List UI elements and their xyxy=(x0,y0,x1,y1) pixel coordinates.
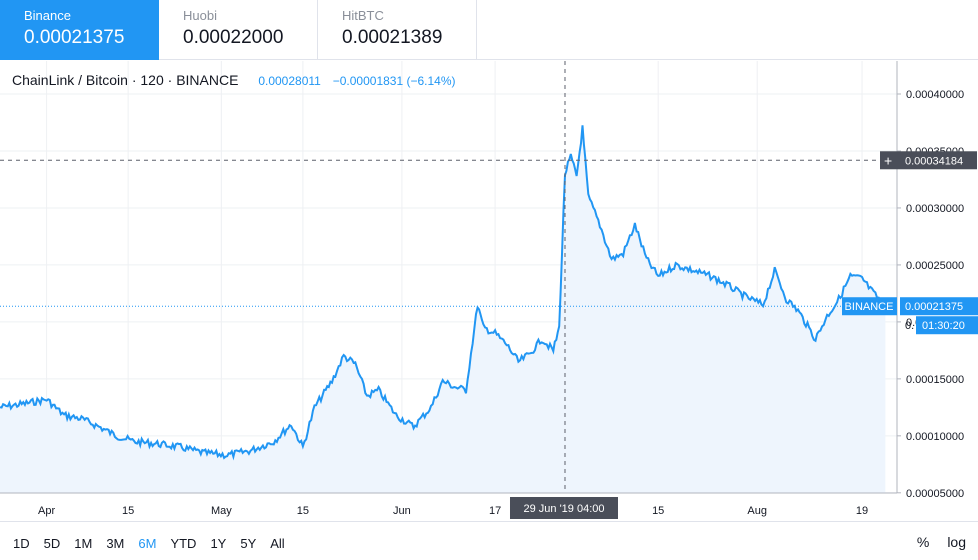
symbol-title: ChainLink / Bitcoin · 120 · BINANCE xyxy=(12,72,239,88)
exchange-name: Huobi xyxy=(183,8,217,23)
exchange-label-box xyxy=(842,297,897,316)
exchange-price: 0.00021389 xyxy=(342,27,443,48)
plus-icon[interactable]: + xyxy=(884,152,892,168)
crosshair-price-label: 0.00034184 xyxy=(905,155,963,167)
percent-toggle[interactable]: % xyxy=(916,534,930,550)
range-1d[interactable]: 1D xyxy=(13,536,30,551)
price-line xyxy=(0,125,886,461)
exchange-label: BINANCE xyxy=(845,301,894,313)
log-toggle[interactable]: log xyxy=(947,534,966,550)
price-chart[interactable]: 0.000400000.000350000.000300000.00025000… xyxy=(0,61,978,521)
x-tick-label: 19 xyxy=(856,505,868,517)
last-price-axis-label: 0.00021375 xyxy=(905,301,963,313)
divider xyxy=(0,521,978,522)
x-tick-label: 17 xyxy=(489,505,501,517)
range-1m[interactable]: 1M xyxy=(74,536,93,551)
exchange-tabs: Binance 0.00021375 Huobi 0.00022000 HitB… xyxy=(0,0,978,60)
countdown-label: 01:30:20 xyxy=(922,320,965,332)
range-all[interactable]: All xyxy=(270,536,285,551)
x-tick-label: May xyxy=(211,505,232,517)
chart-header: ChainLink / Bitcoin · 120 · BINANCE 0.00… xyxy=(12,72,456,88)
x-tick-label: 15 xyxy=(122,505,134,517)
exchange-price: 0.00021375 xyxy=(24,27,125,48)
crosshair-price-box xyxy=(880,151,977,170)
y-tick-label: 0.00005000 xyxy=(906,488,964,500)
exchange-name: HitBTC xyxy=(342,8,384,23)
y-tick-label: 0.00015000 xyxy=(906,374,964,386)
partial-price-label: 0. xyxy=(905,320,914,332)
y-tick-label: 0.00030000 xyxy=(906,203,964,215)
countdown-box xyxy=(916,316,978,335)
exchange-price: 0.00022000 xyxy=(183,27,284,48)
range-6m[interactable]: 6M xyxy=(138,536,157,551)
y-tick-label: 0.00025000 xyxy=(906,260,964,272)
last-price: 0.00028011 xyxy=(258,74,321,88)
x-tick-label: 15 xyxy=(297,505,309,517)
tab-huobi[interactable]: Huobi 0.00022000 xyxy=(159,0,318,60)
price-area-fill xyxy=(0,125,886,494)
range-ytd[interactable]: YTD xyxy=(170,536,197,551)
crosshair-time-box xyxy=(509,497,618,519)
y-tick-label: 0.00010000 xyxy=(906,431,964,443)
last-price-box xyxy=(900,297,978,316)
chart-area[interactable]: 0.000400000.000350000.000300000.00025000… xyxy=(0,61,978,521)
y-tick-label: 0.00040000 xyxy=(906,89,964,101)
x-tick-label: Jun xyxy=(393,505,411,517)
range-3m[interactable]: 3M xyxy=(106,536,125,551)
tab-hitbtc[interactable]: HitBTC 0.00021389 xyxy=(318,0,477,60)
range-5y[interactable]: 5Y xyxy=(240,536,257,551)
x-tick-label: 15 xyxy=(652,505,664,517)
x-tick-label: Apr xyxy=(38,505,55,517)
price-change: −0.00001831 (−6.14%) xyxy=(332,74,456,88)
exchange-name: Binance xyxy=(24,8,71,23)
tab-binance[interactable]: Binance 0.00021375 xyxy=(0,0,159,60)
crosshair-time-label: 29 Jun '19 04:00 xyxy=(523,503,604,515)
x-tick-label: Aug xyxy=(747,505,767,517)
range-toolbar: 1D 5D 1M 3M 6M YTD 1Y 5Y All % log xyxy=(0,527,978,560)
range-1y[interactable]: 1Y xyxy=(210,536,227,551)
range-5d[interactable]: 5D xyxy=(43,536,61,551)
